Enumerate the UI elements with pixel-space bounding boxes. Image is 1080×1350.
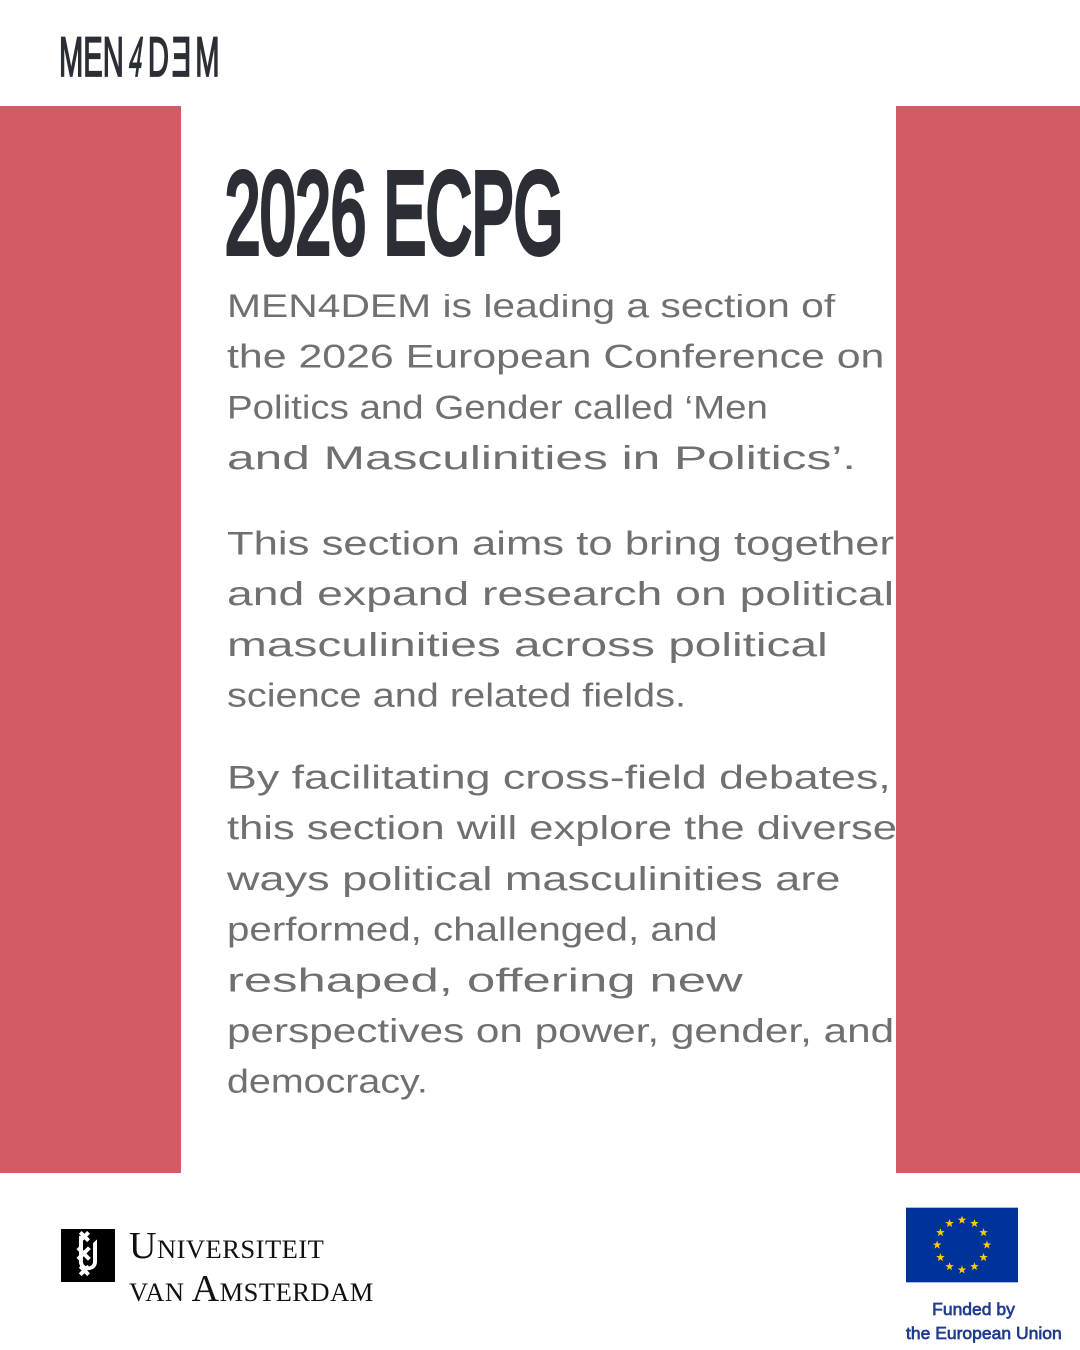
svg-text:science and related fields.: science and related fields.	[227, 677, 686, 714]
svg-text:and expand research on politic: and expand research on political	[227, 575, 894, 612]
svg-text:and Masculinities in Politics’: and Masculinities in Politics’.	[227, 439, 856, 476]
svg-text:Politics and Gender called ‘Me: Politics and Gender called ‘Men	[227, 389, 768, 426]
svg-text:By facilitating cross-field de: By facilitating cross-field debates,	[227, 759, 891, 796]
svg-text:performed, challenged, and: performed, challenged, and	[227, 911, 718, 948]
svg-text:this section will explore the: this section will explore the diverse	[227, 810, 897, 847]
svg-text:reshaped, offering new: reshaped, offering new	[227, 962, 743, 999]
svg-text:This section aims to bring tog: This section aims to bring together	[227, 525, 894, 562]
svg-text:the 2026 European Conference o: the 2026 European Conference on	[227, 338, 884, 375]
svg-text:perspectives on power, gender,: perspectives on power, gender, and	[227, 1012, 894, 1049]
svg-text:masculinities across political: masculinities across political	[227, 626, 828, 663]
svg-text:democracy.: democracy.	[227, 1063, 428, 1100]
svg-text:ways political masculinities a: ways political masculinities are	[227, 860, 840, 897]
svg-text:MEN4DEM is leading a section o: MEN4DEM is leading a section of	[227, 294, 836, 324]
